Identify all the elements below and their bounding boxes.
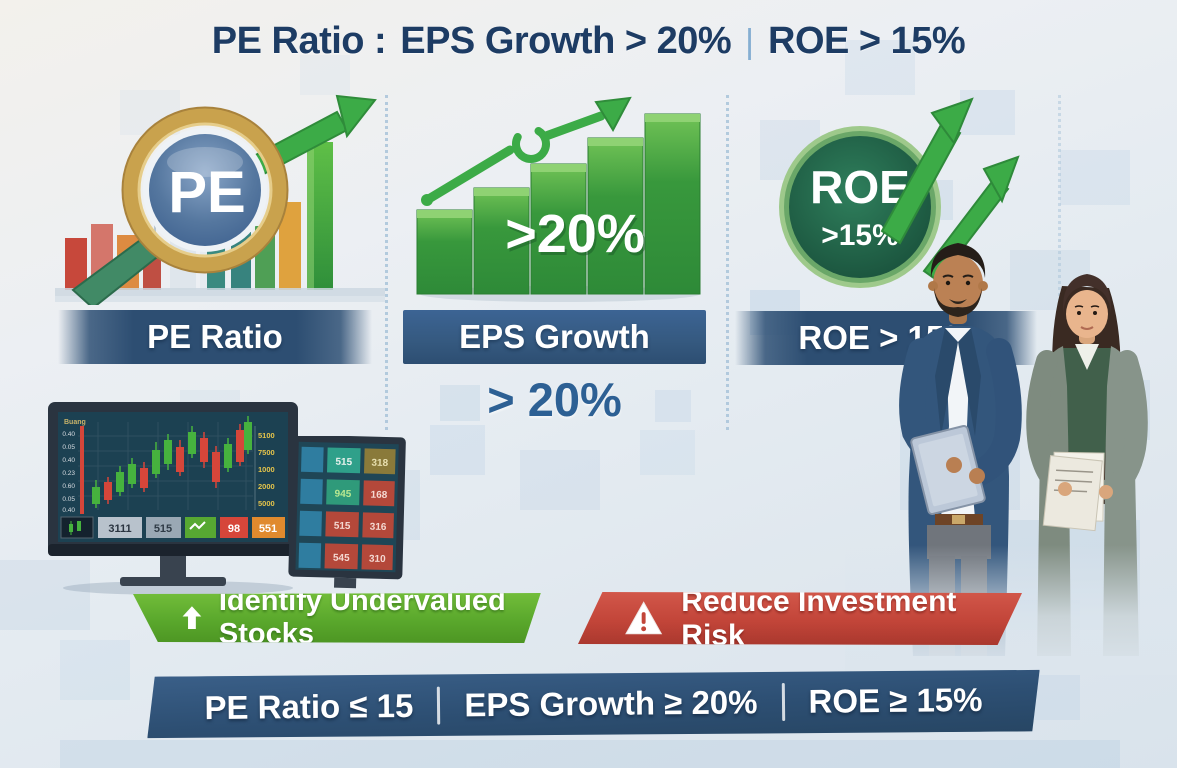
eps-threshold-text: > 20% — [403, 372, 706, 426]
ticker-cell-3: 98 — [228, 523, 240, 535]
criteria-eps: EPS Growth ≥ 20% — [464, 683, 758, 724]
svg-text:0.40: 0.40 — [62, 507, 75, 514]
svg-text:2000: 2000 — [258, 482, 275, 491]
title-pe: PE Ratio : — [211, 20, 387, 62]
businesswoman-illustration — [1026, 274, 1148, 656]
price-tiles: 515 318 945 168 515 316 545 310 — [298, 446, 396, 571]
pe-banner: PE Ratio — [58, 310, 372, 364]
eps-overlay-shadow: >20% — [507, 207, 647, 267]
y-axis-labels: 0.40 0.05 0.40 0.23 0.60 0.05 0.40 — [62, 431, 75, 514]
svg-text:316: 316 — [370, 522, 387, 533]
svg-text:545: 545 — [333, 553, 350, 564]
pe-banner-label: PE Ratio — [147, 318, 283, 355]
criteria-roe: ROE ≥ 15% — [808, 680, 983, 720]
svg-text:0.40: 0.40 — [62, 457, 75, 464]
papers — [1042, 451, 1105, 532]
candlestick-chart — [92, 416, 252, 508]
ticker-cell-1: 3111 — [108, 523, 131, 535]
svg-text:318: 318 — [371, 458, 388, 469]
svg-text:0.40: 0.40 — [62, 431, 75, 438]
stock-monitor-left: Buang 0.40 0.05 0.40 0.23 0.60 0.05 0.40 — [48, 402, 298, 595]
screen-header-label: Buang — [64, 419, 86, 426]
svg-text:310: 310 — [369, 554, 386, 565]
monitor-bezel-bottom — [48, 544, 298, 556]
red-ribbon-label: Reduce Investment Risk — [681, 584, 957, 652]
eps-threshold-label: > 20% — [487, 372, 622, 426]
svg-text:0.05: 0.05 — [62, 444, 75, 451]
title-roe: ROE > 15% — [768, 20, 966, 62]
eps-overlay-label: >20% — [505, 204, 645, 264]
svg-text:945: 945 — [334, 489, 351, 500]
svg-text:0.23: 0.23 — [62, 470, 75, 477]
criteria-summary-banner: PE Ratio ≤ 15 EPS Growth ≥ 20% ROE ≥ 15% — [147, 667, 1041, 740]
ticker-cell-2: 515 — [154, 523, 172, 535]
eps-banner: EPS Growth — [403, 310, 706, 364]
zigzag-icon — [189, 521, 206, 530]
svg-text:515: 515 — [335, 457, 352, 468]
monitor-stand-base — [120, 577, 226, 586]
footer-divider — [437, 687, 440, 725]
price-list: 5100 7500 1000 2000 5000 — [258, 431, 275, 508]
baseline-strip — [55, 288, 385, 297]
roe-badge-illustration: ROE >15% — [779, 97, 1020, 288]
red-drop-line — [80, 426, 84, 514]
eps-arrowhead — [594, 96, 632, 133]
baseline-strip2 — [55, 296, 385, 302]
green-ribbon-label: Identify Undervalued Stocks — [218, 585, 506, 650]
svg-text:0.60: 0.60 — [62, 483, 75, 490]
stock-monitor-right: 515 318 945 168 515 316 545 310 — [288, 436, 406, 589]
green-ribbon: Identify Undervalued Stocks — [133, 593, 541, 643]
column-separator-left — [385, 95, 388, 430]
svg-text:7500: 7500 — [258, 448, 275, 457]
warning-icon — [625, 600, 663, 634]
eps-bars — [416, 113, 701, 295]
monitor-stand-neck — [160, 556, 186, 578]
red-ribbon: Reduce Investment Risk — [578, 592, 1022, 645]
column-separator-middle — [726, 95, 729, 430]
svg-text:5100: 5100 — [258, 431, 275, 440]
main-title: PE Ratio : EPS Growth > 20% | ROE > 15% — [0, 20, 1177, 63]
monitor2-screen — [295, 441, 399, 573]
title-divider: | — [745, 23, 755, 61]
column-separator-right — [1058, 95, 1061, 410]
title-eps: EPS Growth > 20% — [400, 20, 732, 62]
eps-trend-arrow — [421, 111, 606, 206]
eps-banner-label: EPS Growth — [459, 318, 650, 355]
criteria-pe: PE Ratio ≤ 15 — [204, 686, 414, 727]
up-arrow-icon — [182, 606, 202, 629]
pe-magnifier-illustration: PE — [55, 94, 385, 305]
candle-glyph-icon — [69, 521, 81, 535]
svg-text:1000: 1000 — [258, 465, 275, 474]
svg-text:0.05: 0.05 — [62, 496, 75, 503]
roe-circle — [779, 126, 941, 288]
monitor2-stand — [333, 577, 357, 589]
footer-divider — [781, 683, 784, 721]
svg-text:5000: 5000 — [258, 499, 275, 508]
ticker-row: 3111 515 98 551 — [60, 516, 285, 539]
svg-text:168: 168 — [370, 490, 387, 501]
ticker-cell-4: 551 — [259, 523, 277, 535]
eps-growth-illustration: >20% >20% — [416, 96, 701, 302]
magnifier-lens — [121, 106, 289, 274]
roe-badge-title: ROE — [810, 161, 910, 213]
pe-lens-label: PE — [168, 160, 245, 225]
svg-text:515: 515 — [334, 521, 351, 532]
